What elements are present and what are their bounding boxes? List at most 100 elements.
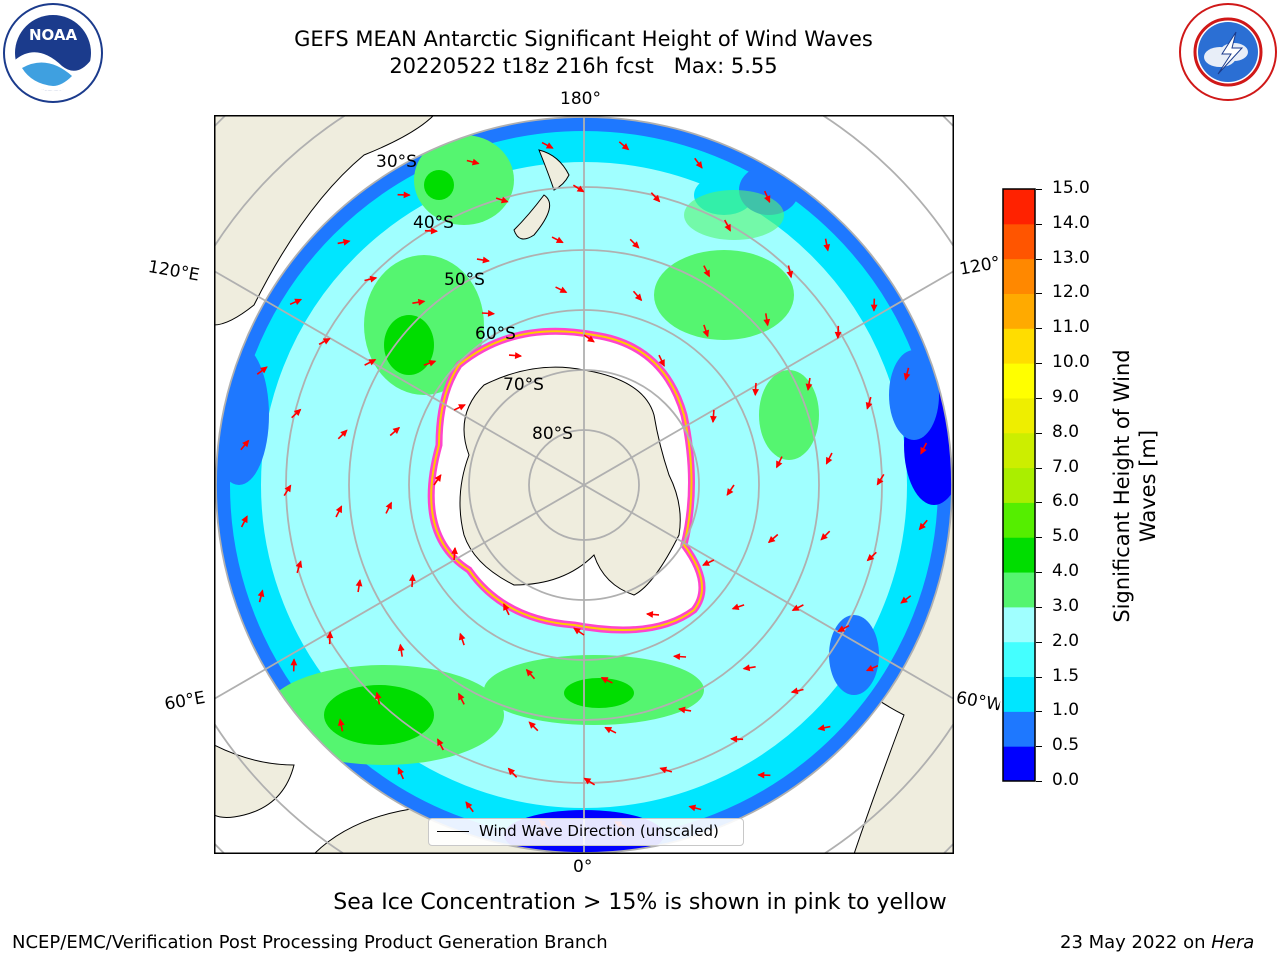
colorbar-tick-mark — [1036, 537, 1042, 539]
map-frame — [214, 115, 954, 854]
lon-label-120e: 120°E — [146, 257, 201, 286]
wave-arrow-head — [767, 535, 776, 544]
wave-arrow-head — [241, 515, 248, 524]
colorbar-tick-label: 14.0 — [1052, 212, 1090, 233]
legend-label: Wind Wave Direction (unscaled) — [479, 822, 719, 840]
chart-title: GEFS MEAN Antarctic Significant Height o… — [294, 27, 873, 51]
wave-arrow-head — [776, 460, 783, 469]
colorbar-tick-mark — [1036, 781, 1042, 782]
wave-arrow-head — [729, 735, 738, 743]
footer-date: 23 May 2022 on — [1060, 932, 1212, 953]
wave-arrow-head — [870, 304, 878, 312]
antarctica-land — [459, 366, 681, 596]
wave-arrow-head — [805, 383, 813, 391]
wave-arrow-head — [451, 546, 458, 555]
wave-arrow-head — [823, 243, 831, 252]
colorbar-tick-label: 11.0 — [1052, 317, 1090, 338]
colorbar-swatch — [1003, 572, 1035, 608]
colorbar-tick-mark — [1036, 328, 1042, 330]
australia-land — [214, 115, 435, 326]
wave-arrow-head — [458, 404, 466, 411]
wave-arrow-head — [583, 777, 592, 785]
colorbar-tick-mark — [1036, 363, 1042, 365]
wave-arrow-head — [342, 238, 351, 246]
wave-arrow-head — [791, 604, 800, 611]
wave-arrow-head — [434, 474, 442, 482]
colorbar-swatch — [1003, 641, 1035, 678]
colorbar-tick-mark — [1036, 397, 1042, 399]
wave-arrow-head — [726, 488, 734, 496]
wave-arrow-head — [903, 372, 911, 381]
wave-arrow-head — [865, 665, 874, 672]
colorbar-tick-mark — [1036, 606, 1042, 608]
wave-arrow-head — [340, 429, 348, 437]
wave-arrow-head — [507, 767, 516, 776]
wave-arrow-head — [645, 611, 654, 618]
wave-arrow-head — [417, 298, 426, 306]
colorbar-tick-mark — [1036, 258, 1042, 260]
wave-arrow-head — [293, 408, 302, 417]
wave-arrow-head — [825, 456, 833, 465]
wave-arrow-head — [430, 227, 439, 235]
wave-arrow-head — [678, 706, 686, 714]
lon-label-120w: 120° — [958, 253, 1001, 280]
lat-label-40s: 40°S — [413, 213, 454, 233]
wave-arrow-head — [672, 653, 681, 661]
wave-arrow-head — [458, 692, 465, 701]
graticule — [214, 115, 954, 854]
wave-arrow-head — [764, 195, 771, 204]
lon-label-180: 180° — [560, 89, 601, 109]
colorbar-swatch — [1003, 397, 1035, 434]
footer-left: NCEP/EMC/Verification Post Processing Pr… — [12, 932, 608, 953]
colorbar-swatch — [1003, 467, 1035, 503]
wave-arrow-head — [294, 298, 303, 305]
colorbar-tick-mark — [1036, 572, 1042, 574]
wave-arrow-head — [437, 738, 444, 747]
wave-arrow-head — [403, 191, 411, 199]
lat-label-60s: 60°S — [475, 324, 516, 344]
lat-label-80s: 80°S — [532, 424, 573, 444]
new-zealand-north — [538, 149, 570, 191]
colorbar-swatch — [1003, 746, 1035, 782]
legend-line-swatch — [437, 831, 469, 832]
wave-arrow-head — [834, 331, 842, 340]
colorbar-tick-label: 15.0 — [1052, 178, 1090, 198]
colorbar-tick-label: 4.0 — [1052, 561, 1080, 582]
wave-arrow-head — [242, 439, 250, 448]
wave-arrow-head — [545, 142, 554, 149]
colorbar-tick-label: 13.0 — [1052, 247, 1090, 268]
lat-label-50s: 50°S — [444, 270, 485, 290]
colorbar-tick-mark — [1036, 293, 1042, 295]
wave-arrow-head — [695, 161, 703, 169]
colorbar-swatch — [1003, 258, 1035, 294]
colorbar-tick-label: 9.0 — [1052, 386, 1080, 407]
colorbar-title: Significant Height of Wind Waves [m] — [1110, 349, 1160, 623]
wave-arrow-head — [482, 256, 490, 264]
wave-arrow-head — [634, 293, 643, 302]
colorbar-swatch — [1003, 711, 1035, 747]
wave-arrow-head — [369, 275, 378, 283]
wave-arrow-head — [458, 632, 466, 641]
wave-arrow-head — [368, 359, 377, 366]
colorbar-swatch — [1003, 189, 1035, 225]
wave-arrow-head — [710, 415, 717, 424]
wave-arrow-head — [865, 401, 873, 410]
wave-arrow-head — [702, 329, 710, 338]
lon-label-60e: 60°E — [163, 687, 207, 715]
wave-arrow-head — [573, 627, 581, 635]
colorbar-tick-label: 1.5 — [1052, 665, 1080, 686]
wind-wave-arrows — [240, 141, 928, 829]
wave-arrow-head — [514, 352, 523, 359]
madagascar-land — [214, 744, 295, 818]
wave-arrow-head — [790, 687, 799, 695]
wave-arrow-head — [555, 236, 564, 244]
wave-arrow-head — [659, 766, 668, 774]
colorbar — [1002, 188, 1036, 782]
wave-arrow-head — [866, 553, 875, 562]
colorbar-tick-label: 10.0 — [1052, 352, 1090, 373]
wave-arrow-head — [786, 270, 794, 279]
lon-label-0: 0° — [573, 857, 593, 877]
wave-arrow-head — [600, 677, 609, 684]
colorbar-tick-label: 0.0 — [1052, 770, 1080, 790]
wave-arrow-head — [621, 143, 630, 151]
